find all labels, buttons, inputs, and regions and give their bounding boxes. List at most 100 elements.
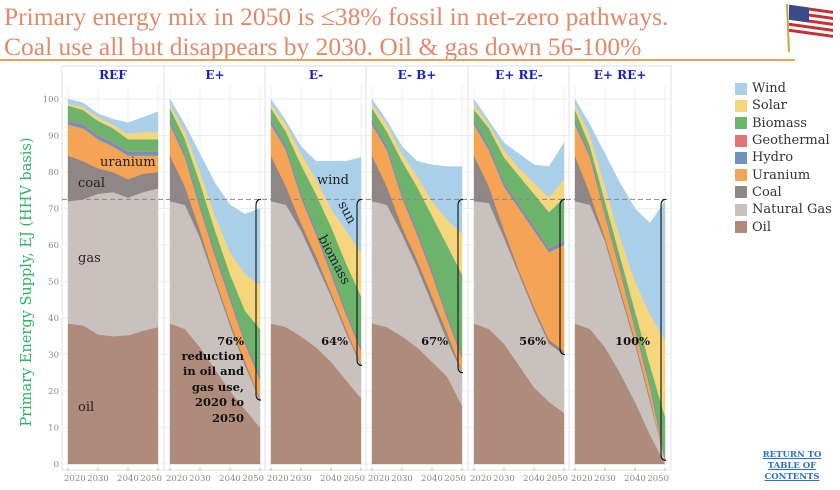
x-tick-label: 2040 (219, 474, 241, 484)
x-tick-label: 2030 (189, 474, 211, 484)
panel-e-minus-b-plus: E- B+ 2020 2030 2040 2050 (365, 65, 469, 484)
us-flag-icon (786, 3, 833, 52)
reduction-bracket (457, 198, 464, 374)
x-tick-label: 2030 (290, 474, 312, 484)
reduction-bracket (255, 198, 262, 401)
label-wind: wind (317, 173, 349, 188)
legend-swatch (735, 221, 747, 234)
x-tick-label: 2030 (594, 474, 616, 484)
x-tick-label: 2020 (64, 474, 86, 484)
panel-ref: REF 2020 2030 2040 2050 (61, 65, 165, 484)
legend-label: Coal (752, 184, 782, 200)
title-divider (0, 59, 795, 61)
x-tick-label: 2020 (166, 474, 188, 484)
return-link-line-3[interactable]: CONTENTS (764, 472, 820, 482)
area-wind (67, 98, 159, 134)
x-tick-label: 2040 (624, 474, 646, 484)
panel-title: E- (309, 68, 323, 82)
x-tick-label: 2050 (343, 474, 365, 484)
reduction-text-5: 2050 (212, 411, 244, 425)
y-tick-label: 30 (48, 351, 59, 361)
reduction-label-e-plus-re-plus: 100% (615, 334, 650, 348)
panel-e-minus: E- 2020 2030 2040 2050 (264, 65, 368, 484)
y-tick-label: 50 (48, 278, 59, 288)
x-tick-label: 2020 (571, 474, 593, 484)
reduction-label-e-minus: 64% (321, 334, 348, 348)
y-tick-label: 100 (43, 95, 59, 105)
y-tick-label: 90 (48, 132, 59, 142)
y-tick-label: 70 (48, 205, 59, 215)
return-to-contents-link[interactable]: RETURN TO TABLE OF CONTENTS (756, 450, 828, 483)
reduction-label-e-minus-b-plus: 67% (421, 334, 448, 348)
reduction-text-2: in oil and (183, 364, 244, 378)
label-uranium: uranium (100, 155, 156, 170)
legend-swatch (735, 169, 747, 182)
legend-swatch (735, 117, 747, 130)
y-tick-label: 60 (48, 241, 59, 251)
legend-label: Hydro (752, 150, 794, 166)
label-coal: coal (78, 176, 105, 191)
panel-title: REF (99, 68, 127, 82)
panel-title: E+ RE+ (594, 68, 647, 82)
legend-item-solar: Solar (735, 97, 832, 114)
legend-item-wind: Wind (735, 80, 832, 97)
return-link-line-2[interactable]: TABLE OF (767, 461, 817, 471)
legend-item-coal: Coal (735, 184, 832, 201)
legend-swatch (735, 186, 747, 199)
legend-item-natural-gas: Natural Gas (735, 201, 832, 218)
area-wind (473, 98, 565, 198)
legend-label: Wind (752, 81, 786, 97)
x-tick-label: 2050 (444, 474, 466, 484)
area-wind (169, 98, 261, 286)
y-tick-label: 80 (48, 168, 59, 178)
area-oil (67, 323, 159, 465)
legend-swatch (735, 203, 747, 216)
x-tick-label: 2040 (320, 474, 342, 484)
panel-title: E- B+ (398, 68, 437, 82)
y-axis-title: Primary Energy Supply, EJ (HHV basis) (19, 137, 35, 426)
y-tick-label: 40 (48, 314, 59, 324)
reduction-text-4: 2020 to (195, 395, 244, 409)
reduction-bracket (660, 198, 667, 461)
x-tick-label: 2050 (546, 474, 568, 484)
x-tick-label: 2050 (647, 474, 669, 484)
reduction-bracket (356, 198, 363, 366)
title-line-2: Coal use all but disappears by 2030. Oil… (4, 32, 642, 61)
area-wind (574, 98, 666, 341)
label-gas: gas (78, 251, 101, 266)
legend-item-oil: Oil (735, 218, 832, 235)
x-tick-label: 2050 (242, 474, 264, 484)
label-oil: oil (78, 400, 94, 415)
x-tick-label: 2030 (391, 474, 413, 484)
x-tick-label: 2040 (117, 474, 139, 484)
legend-label: Natural Gas (752, 202, 832, 218)
legend-swatch (735, 82, 747, 95)
return-link-line-1[interactable]: RETURN TO (762, 450, 822, 460)
reduction-label-e-plus-re-minus: 56% (519, 334, 546, 348)
y-tick-label: 0 (54, 460, 59, 470)
reduction-text-3: gas use, (192, 380, 244, 394)
y-tick-label: 20 (48, 387, 59, 397)
x-tick-label: 2030 (493, 474, 515, 484)
area-wind (270, 98, 362, 253)
x-tick-label: 2040 (421, 474, 443, 484)
reduction-bracket (559, 198, 566, 356)
legend-label: Biomass (752, 115, 807, 131)
x-tick-label: 2020 (368, 474, 390, 484)
legend-swatch (735, 151, 747, 164)
panel-title: E+ (205, 68, 224, 82)
legend-swatch (735, 99, 747, 112)
legend-label: Uranium (752, 167, 811, 183)
x-tick-label: 2020 (470, 474, 492, 484)
panel-e-plus-re-plus: E+ RE+ 2020 2030 2040 2050 (568, 65, 672, 484)
legend-swatch (735, 134, 747, 147)
title-line-1: Primary energy mix in 2050 is ≤38% fossi… (4, 2, 669, 31)
y-tick-label: 10 (48, 424, 59, 434)
legend-label: Oil (752, 219, 771, 235)
panel-e-plus-re-minus: E+ RE- 2020 2030 2040 2050 (467, 65, 571, 484)
legend-item-uranium: Uranium (735, 166, 832, 183)
x-tick-label: 2030 (87, 474, 109, 484)
legend-item-hydro: Hydro (735, 149, 832, 166)
